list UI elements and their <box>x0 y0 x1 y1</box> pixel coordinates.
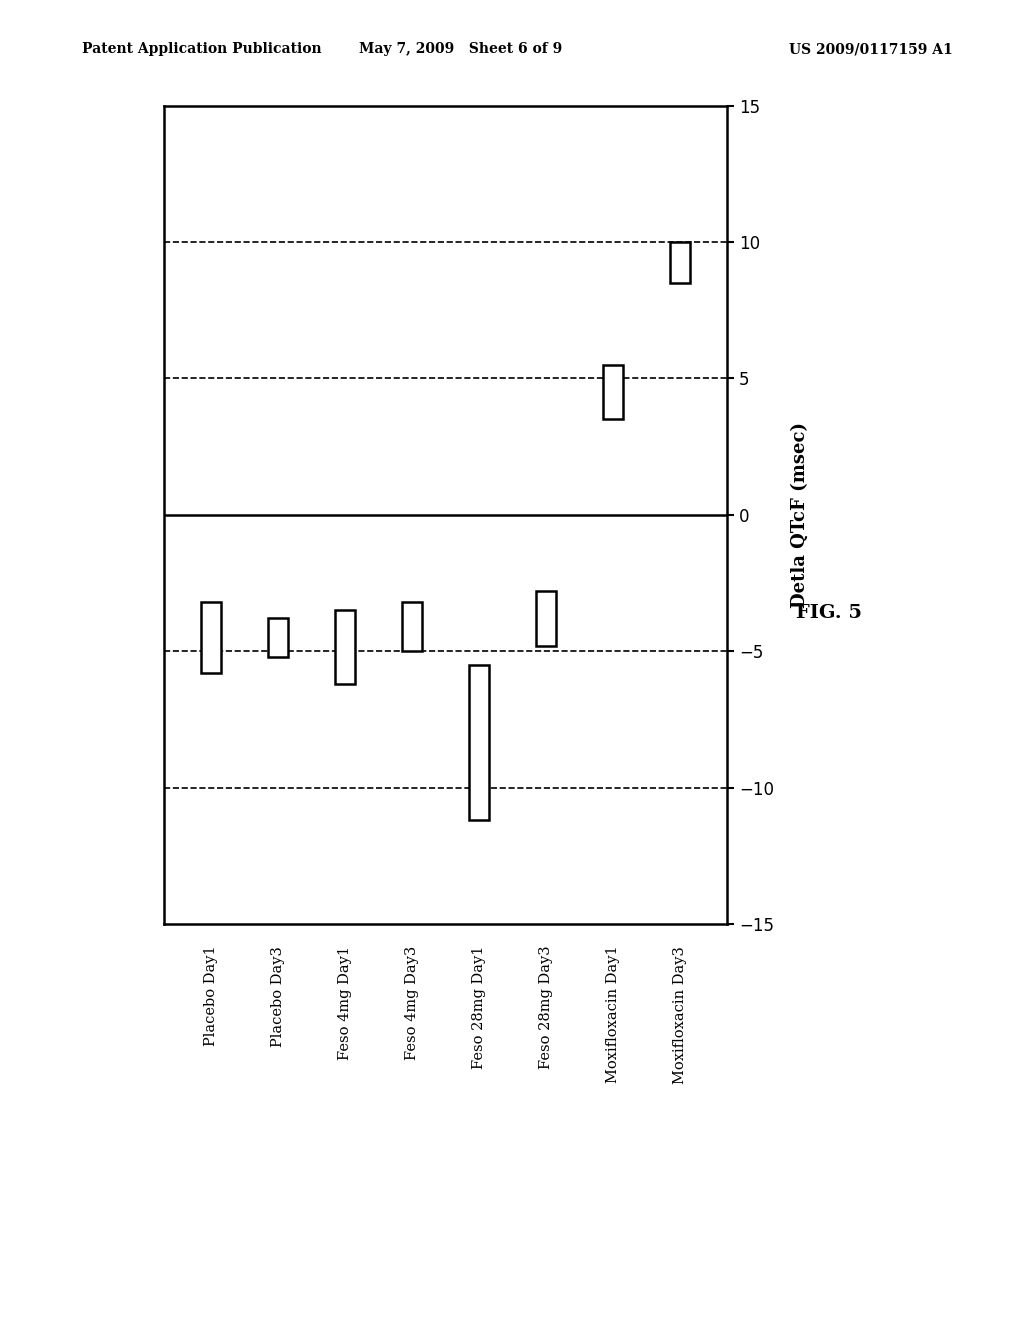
Bar <box>401 602 422 651</box>
Bar <box>670 242 690 282</box>
Text: Feso 4mg Day3: Feso 4mg Day3 <box>404 946 419 1060</box>
Bar <box>267 619 288 656</box>
Text: Patent Application Publication: Patent Application Publication <box>82 42 322 57</box>
Bar <box>536 591 556 645</box>
Text: FIG. 5: FIG. 5 <box>797 605 862 622</box>
Bar <box>201 602 221 673</box>
Bar <box>603 364 624 420</box>
Text: Placebo Day1: Placebo Day1 <box>204 946 218 1047</box>
Bar <box>335 610 355 684</box>
Text: Moxifloxacin Day1: Moxifloxacin Day1 <box>606 946 621 1084</box>
Text: Feso 4mg Day1: Feso 4mg Day1 <box>338 946 352 1060</box>
Text: Feso 28mg Day1: Feso 28mg Day1 <box>472 946 486 1069</box>
Text: May 7, 2009   Sheet 6 of 9: May 7, 2009 Sheet 6 of 9 <box>359 42 562 57</box>
Text: Placebo Day3: Placebo Day3 <box>270 946 285 1047</box>
Text: Moxifloxacin Day3: Moxifloxacin Day3 <box>673 946 687 1084</box>
Bar <box>469 665 489 820</box>
Text: Feso 28mg Day3: Feso 28mg Day3 <box>539 946 553 1069</box>
Y-axis label: Detla QTcF (msec): Detla QTcF (msec) <box>791 422 809 607</box>
Text: US 2009/0117159 A1: US 2009/0117159 A1 <box>788 42 952 57</box>
